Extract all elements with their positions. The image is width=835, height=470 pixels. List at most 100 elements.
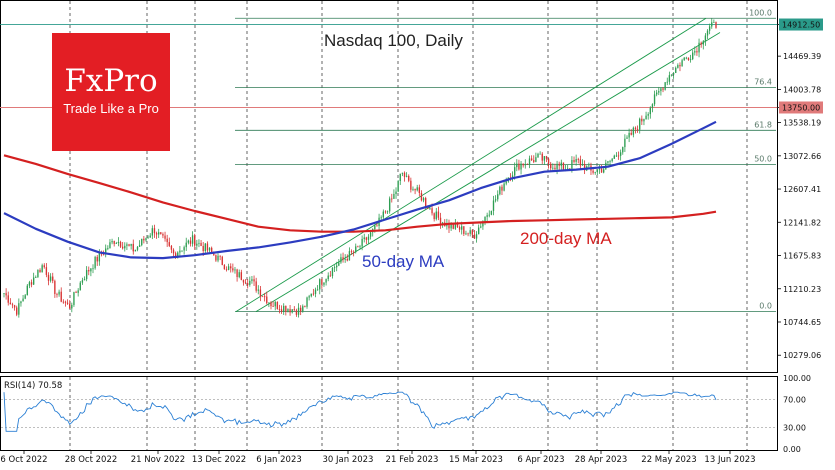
- candle-body: [607, 161, 609, 163]
- candle-body: [98, 252, 101, 262]
- logo-tagline: Trade Like a Pro: [63, 101, 159, 116]
- candle-body: [359, 246, 361, 248]
- candle-body: [69, 303, 71, 309]
- candle-body: [668, 75, 671, 82]
- candle-body: [706, 30, 709, 36]
- channel-upper: [235, 17, 707, 313]
- candle-body: [85, 270, 88, 280]
- candle-body: [56, 293, 58, 295]
- candle-body: [698, 42, 700, 53]
- candle-body: [609, 161, 611, 162]
- candle-body: [200, 242, 202, 246]
- candle-body: [350, 251, 353, 252]
- ma50-label: 50-day MA: [362, 252, 445, 271]
- candle-body: [257, 289, 259, 291]
- candle-body: [501, 186, 503, 191]
- candle-body: [560, 162, 562, 166]
- candle-body: [581, 164, 584, 166]
- x-tick-label: 13 Dec 2022: [192, 455, 246, 465]
- candle-body: [244, 282, 247, 284]
- candle-body: [109, 242, 111, 249]
- candle-body: [704, 35, 707, 42]
- x-tick-label: 15 Mar 2023: [449, 455, 503, 465]
- level-label-box: [779, 101, 823, 114]
- candle-body: [312, 293, 315, 295]
- candle-body: [96, 256, 98, 262]
- moving-averages: [3, 120, 717, 260]
- ma200-line: [3, 154, 717, 233]
- chart-title: Nasdaq 100, Daily: [324, 31, 463, 50]
- candle-body: [348, 251, 351, 261]
- candle-body: [316, 289, 319, 291]
- candle-body: [210, 247, 213, 253]
- candle-body: [533, 160, 535, 162]
- candle-body: [380, 217, 382, 219]
- candle-body: [395, 191, 397, 194]
- candle-body: [435, 211, 437, 220]
- candle-body: [708, 26, 711, 31]
- candle-body: [204, 243, 206, 252]
- candle-body: [391, 198, 393, 200]
- candle-body: [628, 132, 630, 138]
- candle-body: [401, 172, 404, 174]
- candle-body: [588, 165, 590, 167]
- x-tick-label: 13 Jun 2023: [704, 455, 755, 465]
- channel-lower: [255, 32, 721, 313]
- candle-body: [153, 228, 156, 234]
- candle-body: [158, 232, 160, 235]
- x-axis: 6 Oct 2022 28 Oct 2022 21 Nov 2022 13 Dec 2…: [0, 450, 756, 465]
- candle-body: [253, 279, 255, 282]
- candle-body: [566, 168, 569, 170]
- candle-body: [52, 276, 54, 281]
- candle-body: [632, 127, 635, 135]
- candle-body: [463, 226, 465, 234]
- candle-body: [448, 223, 450, 229]
- candle-body: [342, 257, 344, 260]
- candle-body: [299, 307, 302, 312]
- candle-body: [41, 265, 43, 273]
- candle-body: [92, 268, 94, 270]
- main-panel-frame: [0, 0, 778, 373]
- y-tick-label: 10744.65: [783, 318, 821, 327]
- candle-body: [119, 241, 122, 247]
- candle-body: [261, 296, 264, 298]
- candle-body: [473, 234, 476, 239]
- candle-body: [598, 168, 601, 170]
- candle-body: [539, 153, 541, 155]
- candle-body: [230, 266, 232, 269]
- candle-body: [45, 267, 48, 275]
- y-tick-label: 13538.19: [783, 119, 821, 128]
- candle-body: [162, 233, 164, 236]
- candle-body: [308, 296, 310, 298]
- candle-body: [236, 269, 238, 278]
- candle-body: [24, 295, 26, 299]
- candle-body: [83, 279, 86, 281]
- candle-body: [647, 114, 649, 116]
- candle-body: [225, 269, 228, 271]
- x-tick-label: 6 Apr 2023: [517, 455, 564, 465]
- candle-body: [88, 270, 90, 272]
- candle-body: [672, 72, 675, 75]
- candle-body: [90, 268, 92, 272]
- candle-body: [242, 279, 245, 283]
- candle-body: [516, 163, 518, 168]
- candle-body: [636, 129, 639, 130]
- candle-body: [132, 243, 134, 252]
- candle-body: [416, 187, 418, 191]
- candle-body: [431, 208, 433, 214]
- candle-body: [206, 243, 209, 251]
- candle-body: [20, 301, 22, 304]
- candle-body: [105, 248, 107, 255]
- candle-body: [73, 292, 75, 305]
- candle-body: [166, 238, 168, 243]
- candle-body: [37, 269, 39, 278]
- y-tick-label: 13072.66: [783, 152, 821, 161]
- candle-body: [596, 169, 599, 173]
- candle-body: [541, 153, 543, 161]
- candle-body: [13, 305, 16, 308]
- candle-body: [408, 175, 410, 181]
- candle-body: [499, 186, 501, 195]
- candle-body: [310, 293, 312, 297]
- candle-body: [484, 216, 486, 222]
